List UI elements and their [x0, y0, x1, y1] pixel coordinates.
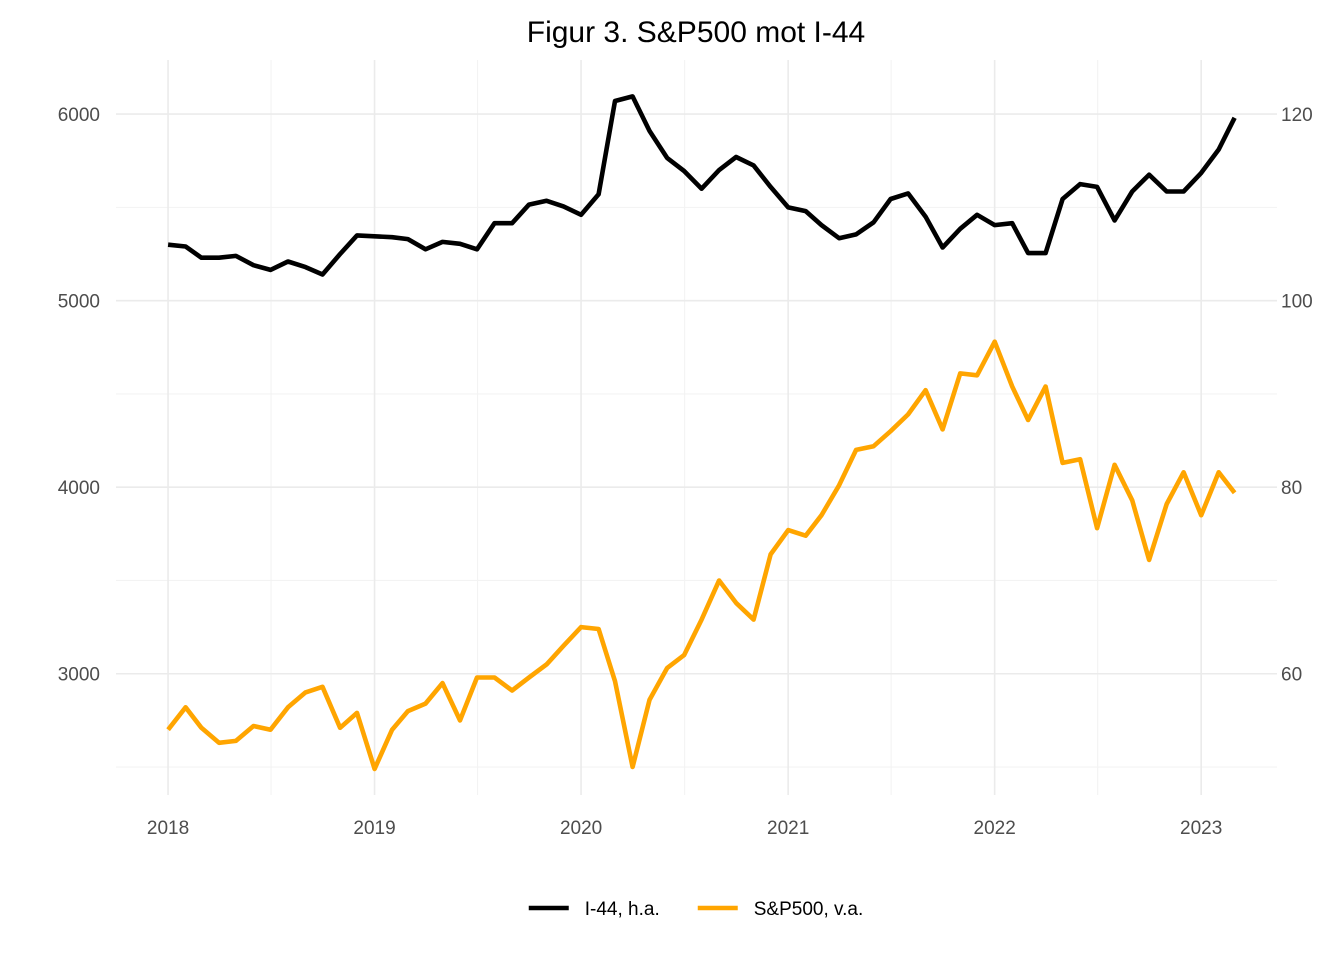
- x-axis-tick-label: 2018: [147, 818, 189, 839]
- right-axis-tick-labels: 60 80 100 120: [1281, 105, 1313, 686]
- legend-label: I-44, h.a.: [585, 899, 660, 920]
- left-axis-tick-label: 5000: [58, 292, 100, 313]
- x-axis-tick-label: 2021: [767, 818, 809, 839]
- x-axis-tick-label: 2020: [560, 818, 602, 839]
- right-axis-tick-label: 60: [1281, 665, 1302, 686]
- legend-label: S&P500, v.a.: [754, 899, 864, 920]
- right-axis-tick-label: 100: [1281, 292, 1313, 313]
- left-axis-tick-label: 4000: [58, 478, 100, 499]
- left-axis-tick-label: 3000: [58, 665, 100, 686]
- left-axis-tick-label: 6000: [58, 105, 100, 126]
- legend: I-44, h.a. S&P500, v.a.: [528, 899, 864, 920]
- x-axis-tick-label: 2022: [974, 818, 1016, 839]
- x-axis-tick-labels: 2018 2019 2020 2021 2022 2023: [147, 818, 1222, 839]
- right-axis-tick-label: 120: [1281, 105, 1313, 126]
- left-axis-tick-labels: 3000 4000 5000 6000: [58, 105, 100, 686]
- series-line-1: [166, 339, 1237, 772]
- series-lines: [166, 94, 1237, 772]
- plot-grid: [116, 60, 1277, 795]
- series-line-0: [167, 94, 1237, 277]
- x-axis-tick-label: 2019: [353, 818, 395, 839]
- right-axis-tick-label: 80: [1281, 478, 1302, 499]
- x-axis-tick-label: 2023: [1180, 818, 1222, 839]
- legend-item: S&P500, v.a.: [697, 899, 864, 920]
- legend-item: I-44, h.a.: [528, 899, 660, 920]
- chart-title: Figur 3. S&P500 mot I-44: [527, 16, 866, 49]
